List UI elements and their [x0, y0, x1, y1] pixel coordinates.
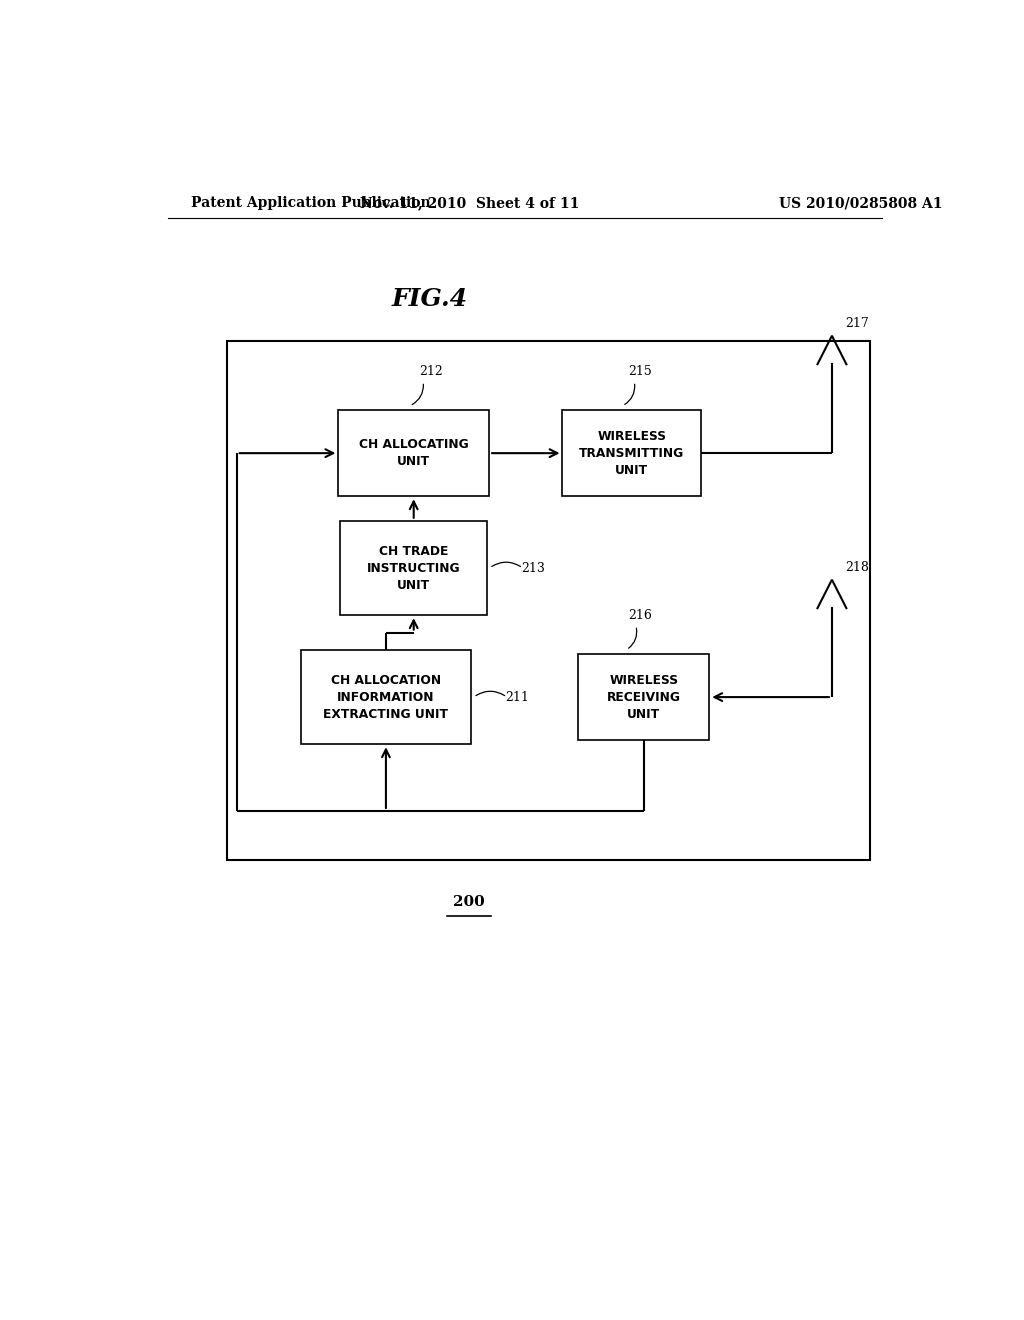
Text: WIRELESS
TRANSMITTING
UNIT: WIRELESS TRANSMITTING UNIT: [580, 429, 685, 477]
Text: FIG.4: FIG.4: [391, 286, 468, 310]
Bar: [227, 342, 870, 859]
Text: CH ALLOCATION
INFORMATION
EXTRACTING UNIT: CH ALLOCATION INFORMATION EXTRACTING UNI…: [324, 673, 449, 721]
Text: US 2010/0285808 A1: US 2010/0285808 A1: [778, 197, 942, 210]
Text: 211: 211: [505, 690, 529, 704]
Text: 218: 218: [846, 561, 869, 574]
Bar: [579, 653, 710, 741]
Text: 217: 217: [846, 317, 869, 330]
Text: Nov. 11, 2010  Sheet 4 of 11: Nov. 11, 2010 Sheet 4 of 11: [359, 197, 579, 210]
Text: CH TRADE
INSTRUCTING
UNIT: CH TRADE INSTRUCTING UNIT: [367, 545, 461, 591]
Text: 213: 213: [521, 561, 545, 574]
Text: 200: 200: [454, 895, 485, 909]
Bar: [338, 411, 489, 496]
Bar: [301, 649, 471, 744]
Text: 212: 212: [419, 364, 443, 378]
Text: 215: 215: [628, 364, 651, 378]
Text: Patent Application Publication: Patent Application Publication: [191, 197, 431, 210]
Bar: [340, 521, 487, 615]
Bar: [562, 411, 701, 496]
Text: 216: 216: [628, 609, 652, 622]
Text: CH ALLOCATING
UNIT: CH ALLOCATING UNIT: [358, 438, 469, 469]
Text: WIRELESS
RECEIVING
UNIT: WIRELESS RECEIVING UNIT: [607, 673, 681, 721]
